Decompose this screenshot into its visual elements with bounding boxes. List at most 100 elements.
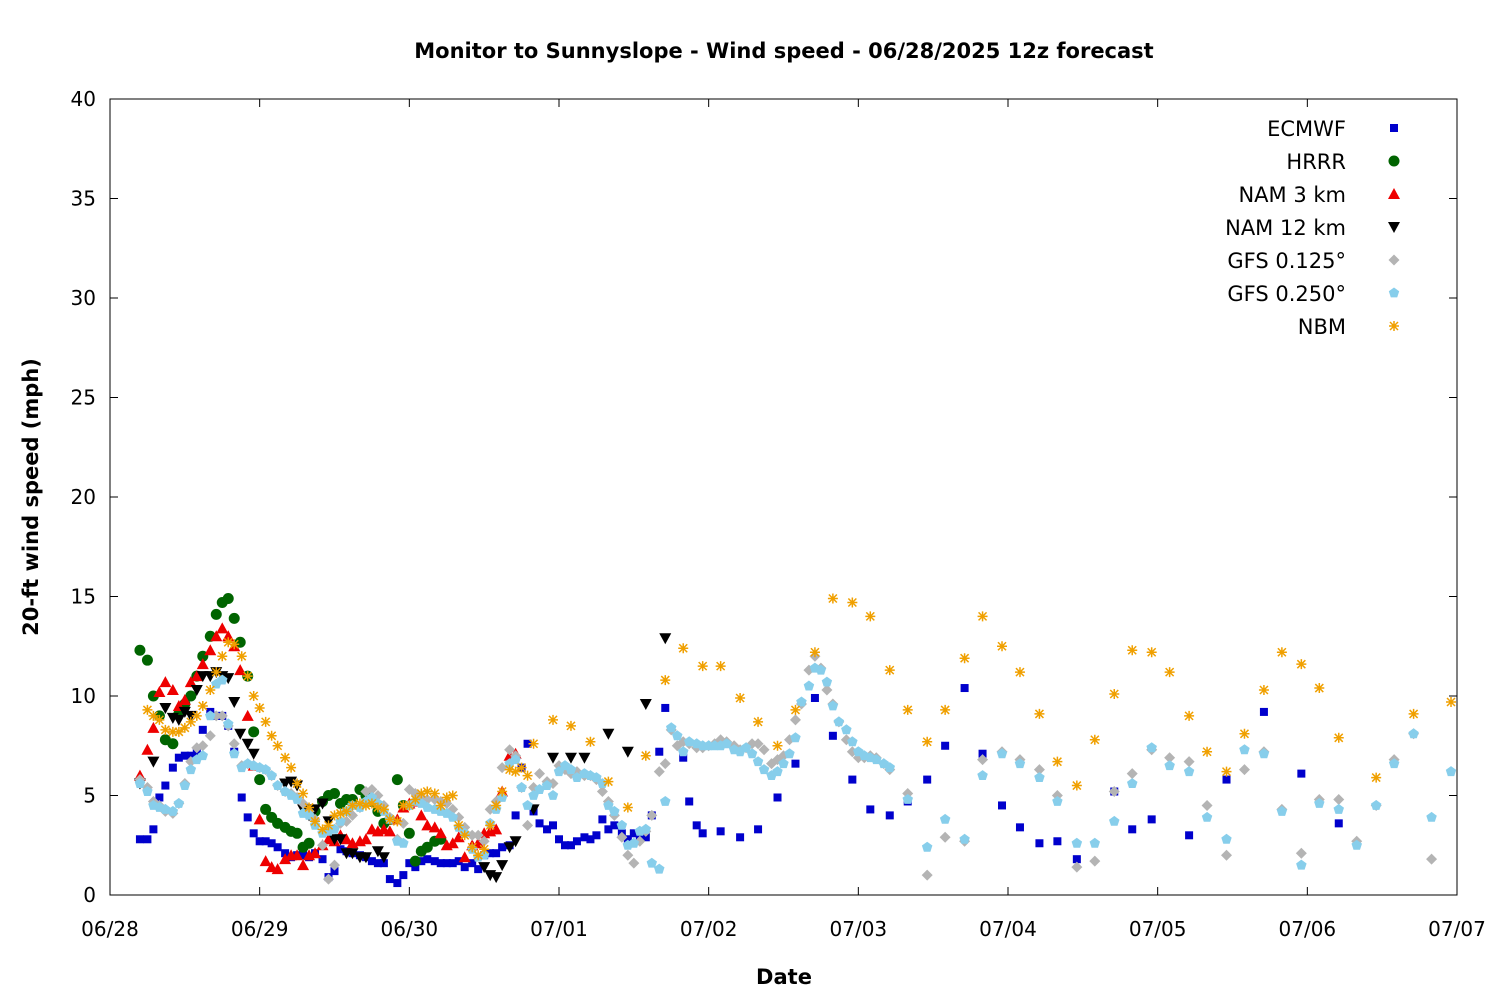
data-point (323, 873, 335, 885)
data-point (504, 764, 515, 775)
legend-label: HRRR (1286, 150, 1346, 174)
data-point (959, 833, 970, 844)
legend-marker (1390, 124, 1398, 132)
data-point (216, 710, 228, 722)
data-point (959, 653, 970, 664)
data-point (435, 800, 446, 811)
data-point (922, 736, 933, 747)
data-point (336, 845, 345, 854)
data-point (490, 823, 503, 835)
data-point (1258, 748, 1270, 759)
data-point (596, 786, 608, 798)
data-point (815, 664, 827, 675)
data-point (640, 823, 651, 834)
data-point (383, 825, 396, 837)
data-point (197, 740, 209, 752)
data-point (827, 700, 839, 711)
y-tick-label: 30 (71, 286, 96, 310)
data-point (498, 843, 507, 852)
data-point (541, 780, 553, 790)
data-point (367, 857, 376, 866)
data-point (847, 597, 858, 608)
data-point (160, 803, 171, 814)
data-point (939, 831, 951, 843)
data-point (1183, 756, 1195, 768)
data-point (167, 738, 179, 750)
data-point (516, 762, 527, 773)
data-point (1072, 855, 1081, 864)
data-point (592, 831, 601, 840)
data-point (292, 778, 303, 789)
data-point (491, 800, 502, 811)
data-point (211, 667, 222, 678)
data-point (417, 857, 426, 866)
data-point (329, 788, 340, 800)
data-point (186, 751, 195, 760)
data-point (217, 651, 228, 662)
data-point (430, 857, 439, 866)
data-point (1183, 766, 1195, 777)
data-point (977, 754, 989, 766)
data-point (448, 859, 457, 868)
data-point (580, 833, 589, 842)
data-point (1052, 796, 1063, 806)
data-point (810, 693, 819, 702)
data-point (229, 748, 240, 759)
y-tick-label: 40 (71, 87, 96, 111)
data-point (260, 803, 272, 815)
data-point (621, 746, 634, 758)
data-point (565, 720, 576, 731)
data-point (398, 837, 409, 848)
data-point (672, 730, 683, 741)
data-point (428, 821, 441, 833)
x-tick-label: 07/05 (1129, 917, 1187, 941)
data-point (772, 740, 783, 751)
data-point (459, 830, 470, 841)
data-point (555, 835, 563, 844)
data-point (998, 801, 1007, 810)
data-point (492, 849, 501, 858)
data-point (359, 833, 372, 845)
data-point (1089, 855, 1101, 867)
data-point (549, 821, 558, 830)
data-point (253, 813, 266, 825)
data-point (1276, 647, 1287, 658)
data-point (1147, 815, 1156, 824)
data-point (1296, 859, 1307, 870)
data-point (204, 730, 216, 742)
data-point (243, 813, 252, 822)
data-point (147, 721, 160, 733)
data-point (622, 802, 633, 813)
data-point (1126, 768, 1138, 780)
data-point (602, 728, 615, 740)
data-point (1314, 798, 1325, 808)
data-point (266, 770, 277, 780)
data-point (1221, 833, 1232, 844)
data-point (197, 700, 208, 711)
data-point (149, 825, 158, 834)
data-point (1128, 825, 1137, 834)
data-point (267, 839, 276, 848)
data-point (317, 824, 328, 835)
y-tick-label: 0 (83, 883, 96, 907)
data-point (660, 796, 671, 806)
data-point (1034, 772, 1045, 782)
data-point (1052, 756, 1063, 767)
data-point (299, 851, 308, 860)
data-point (148, 710, 159, 721)
data-point (1314, 683, 1325, 694)
data-point (1109, 815, 1120, 826)
data-point (191, 710, 202, 721)
legend-marker (1388, 188, 1400, 199)
data-point (255, 837, 264, 846)
data-point (659, 758, 671, 770)
data-point (996, 748, 1008, 759)
data-point (841, 724, 852, 735)
data-point (490, 872, 503, 884)
data-point (1202, 746, 1213, 757)
data-point (534, 768, 546, 780)
data-point (828, 731, 837, 740)
data-point (234, 664, 247, 676)
data-point (346, 848, 359, 860)
data-point (509, 836, 522, 848)
